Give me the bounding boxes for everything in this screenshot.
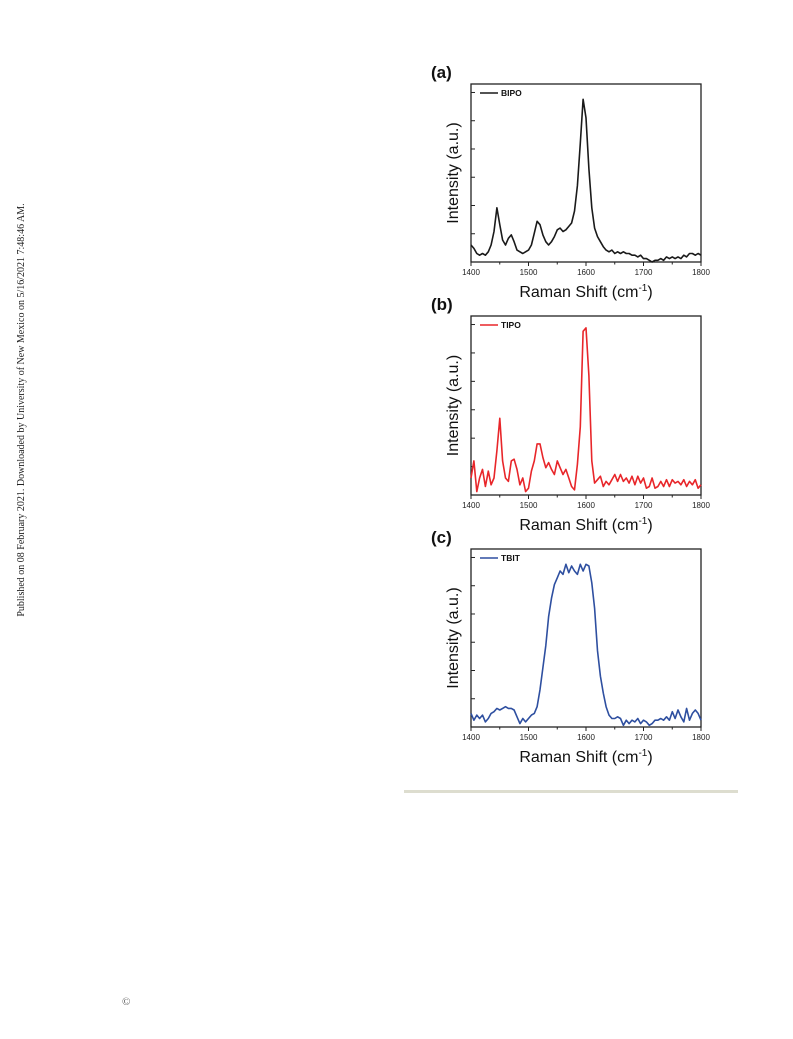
- x-tick-label: 1600: [577, 501, 595, 510]
- x-axis-title: Raman Shift (cm-1): [519, 748, 652, 766]
- x-tick-label: 1700: [635, 501, 653, 510]
- x-tick-label: 1700: [635, 268, 653, 277]
- x-tick-label: 1800: [692, 501, 710, 510]
- panel-label: (a): [431, 63, 452, 82]
- legend-label: TBIT: [501, 553, 521, 563]
- copyright-symbol: ©: [122, 996, 131, 1008]
- x-tick-label: 1500: [520, 501, 538, 510]
- x-tick-label: 1700: [635, 733, 653, 742]
- plot-frame: [470, 315, 702, 496]
- series-line-tipo: [470, 327, 702, 493]
- legend-label: TIPO: [501, 320, 521, 330]
- panel-label: (b): [431, 295, 453, 314]
- x-tick-label: 1600: [577, 733, 595, 742]
- x-tick-label: 1500: [520, 733, 538, 742]
- chart-panel-c: (c) 1400 1500 1600 1700 1800 Raman Shift (cm-1…: [431, 528, 710, 766]
- divider: [404, 790, 738, 793]
- x-tick-label: 1600: [577, 268, 595, 277]
- series-line-tbit: [470, 563, 702, 727]
- series-line-bipo: [470, 98, 702, 263]
- x-tick-label: 1800: [692, 268, 710, 277]
- x-axis-title: Raman Shift (cm-1): [519, 283, 652, 301]
- panel-label: (c): [431, 528, 452, 547]
- x-axis-title: Raman Shift (cm-1): [519, 516, 652, 534]
- chart-panel-a: (a) 1400 1500 1600 1700 1800 Raman Shift (cm-1…: [431, 63, 710, 301]
- plot-frame: [470, 83, 702, 263]
- y-axis-title: Intensity (a.u.): [445, 355, 462, 456]
- y-axis-title: Intensity (a.u.): [445, 587, 462, 688]
- legend-label: BIPO: [501, 88, 522, 98]
- x-tick-label: 1400: [462, 501, 480, 510]
- y-axis-title: Intensity (a.u.): [445, 122, 462, 223]
- x-tick-label: 1800: [692, 733, 710, 742]
- chart-panel-b: (b) 1400 1500 1600 1700 1800 Raman Shift (cm-1…: [431, 295, 710, 534]
- plot-frame: [470, 548, 702, 728]
- x-tick-label: 1500: [520, 268, 538, 277]
- x-tick-label: 1400: [462, 268, 480, 277]
- x-tick-label: 1400: [462, 733, 480, 742]
